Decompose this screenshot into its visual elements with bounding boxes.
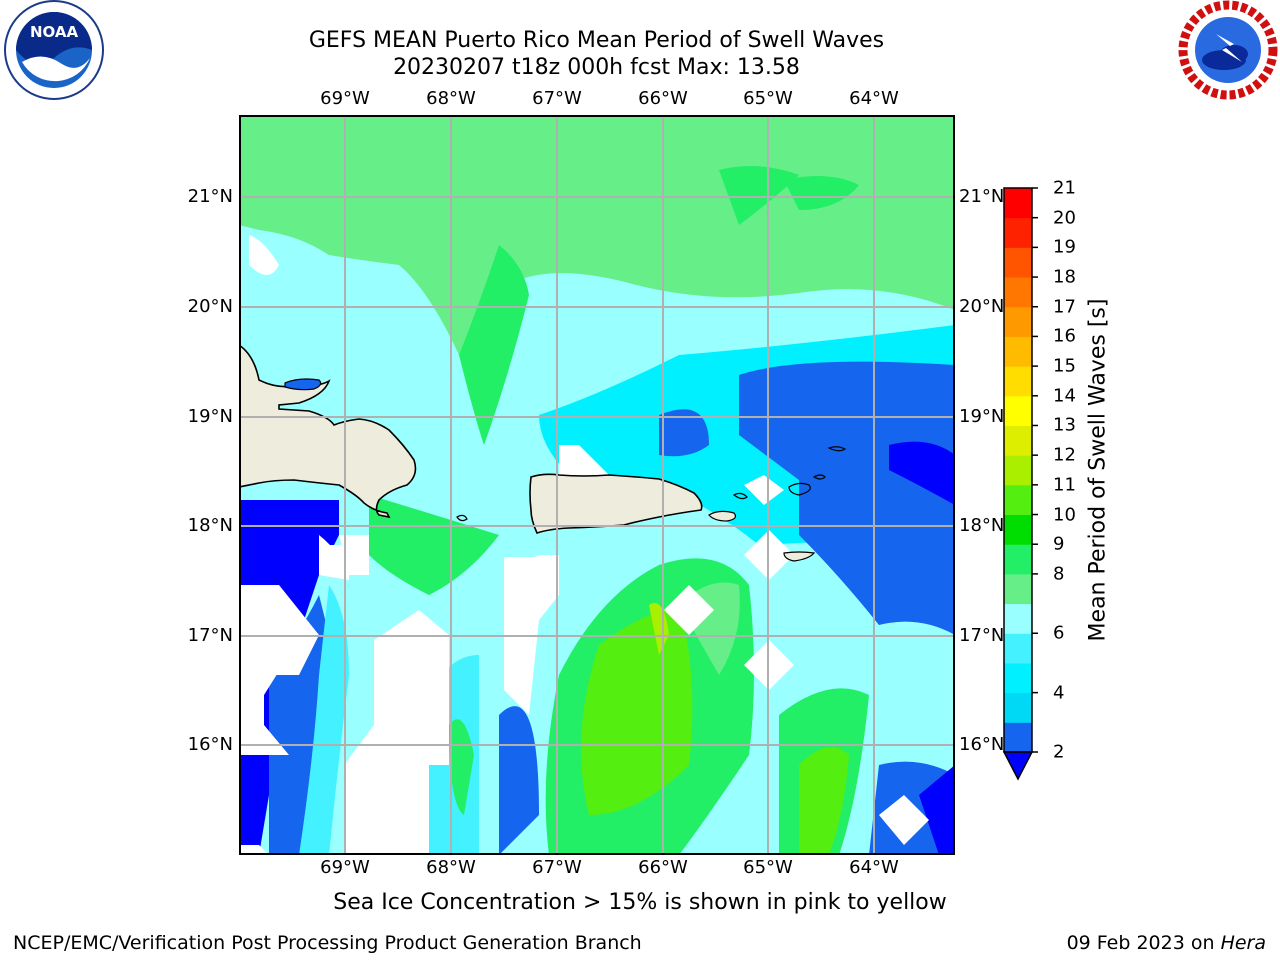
lat-label-left: 16°N [187,734,233,755]
colorbar-block [1004,573,1032,605]
svg-text:NOAA: NOAA [30,23,79,41]
colorbar [1002,187,1038,781]
credit-host: Hera [1220,932,1266,954]
colorbar-block [1004,633,1032,664]
lat-label-right: 17°N [959,625,1005,646]
chart-subtitle: 20230207 t18z 000h fcst Max: 13.58 [393,55,800,80]
lat-label-right: 21°N [959,186,1005,207]
colorbar-tick-label: 21 [1053,177,1076,199]
map-area [239,115,955,855]
lat-label-right: 18°N [959,515,1005,536]
lat-label-right: 16°N [959,734,1005,755]
lon-label-top: 66°W [638,88,688,109]
colorbar-block [1004,366,1032,397]
sea-ice-caption: Sea Ice Concentration > 15% is shown in … [333,890,947,915]
colorbar-block [1004,306,1032,337]
lon-label-bottom: 69°W [320,857,370,878]
colorbar-tick-label: 20 [1053,207,1076,229]
colorbar-extend-arrow [1002,751,1034,781]
colorbar-tick-label: 12 [1053,444,1076,466]
lat-label-right: 20°N [959,296,1005,317]
lat-label-left: 17°N [187,625,233,646]
lat-label-left: 18°N [187,515,233,536]
lon-label-bottom: 65°W [743,857,793,878]
colorbar-block [1004,188,1032,219]
colorbar-tick-label: 6 [1053,622,1065,644]
colorbar-tick-label: 13 [1053,414,1076,436]
graticule [239,115,955,855]
colorbar-block [1004,455,1032,486]
colorbar-tick-label: 8 [1053,563,1065,585]
colorbar-block [1004,722,1032,753]
colorbar-block [1004,692,1032,723]
land-puerto-rico [529,473,703,534]
colorbar-block [1004,544,1032,575]
colorbar-tick-label: 14 [1053,385,1076,407]
colorbar-tick-label: 9 [1053,533,1065,555]
colorbar-block [1004,603,1032,634]
colorbar-block [1004,662,1032,694]
colorbar-tick-label: 2 [1053,741,1065,763]
lon-label-bottom: 68°W [426,857,476,878]
colorbar-block [1004,484,1032,516]
lon-label-top: 69°W [320,88,370,109]
colorbar-block [1004,395,1032,426]
colorbar-tick-label: 17 [1053,296,1076,318]
colorbar-tick-label: 19 [1053,236,1076,258]
noaa-logo: NOAA [4,0,104,100]
chart-title: GEFS MEAN Puerto Rico Mean Period of Swe… [308,28,885,53]
lon-label-top: 65°W [743,88,793,109]
lat-label-right: 19°N [959,406,1005,427]
colorbar-tick-label: 16 [1053,325,1076,347]
colorbar-tick-label: 15 [1053,355,1076,377]
colorbar-block [1004,425,1032,456]
colorbar-block [1004,277,1032,308]
lat-label-left: 20°N [187,296,233,317]
credit-branch: NCEP/EMC/Verification Post Processing Pr… [13,932,642,954]
lon-label-bottom: 67°W [532,857,582,878]
lon-label-top: 64°W [849,88,899,109]
lon-label-bottom: 64°W [849,857,899,878]
colorbar-tick-label: 4 [1053,682,1065,704]
nws-logo [1178,0,1278,100]
colorbar-block [1004,217,1032,248]
colorbar-block [1004,247,1032,278]
colorbar-label: Mean Period of Swell Waves [s] [1085,298,1111,642]
colorbar-tick-label: 11 [1053,474,1076,496]
colorbar-block [1004,336,1032,367]
lat-label-left: 19°N [187,406,233,427]
lon-label-top: 68°W [426,88,476,109]
credit-date: 09 Feb 2023 on Hera [1066,932,1266,954]
colorbar-block [1004,514,1032,545]
colorbar-tick-label: 18 [1053,266,1076,288]
lat-label-left: 21°N [187,186,233,207]
lon-label-top: 67°W [532,88,582,109]
colorbar-tick-label: 10 [1053,504,1076,526]
lon-label-bottom: 66°W [638,857,688,878]
